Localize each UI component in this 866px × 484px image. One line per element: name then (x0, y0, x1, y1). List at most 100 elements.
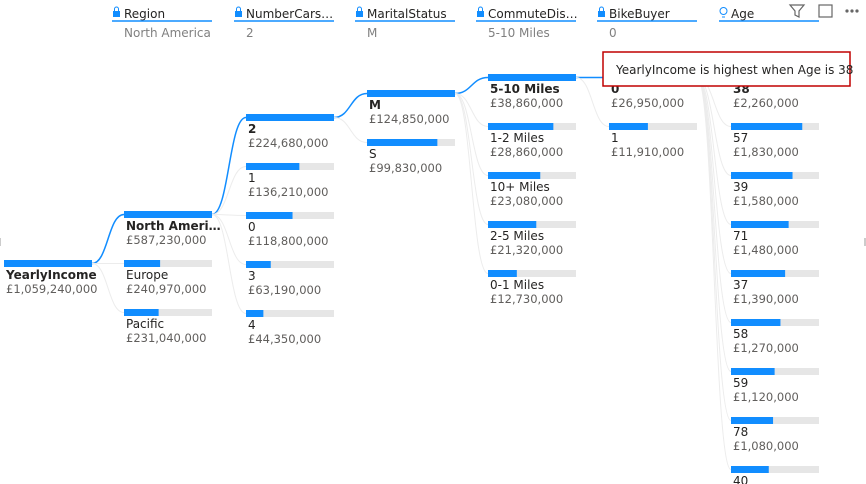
filter-icon[interactable] (788, 4, 806, 18)
node[interactable]: 37£1,390,000 (731, 270, 819, 306)
node-label: M (369, 98, 381, 112)
bar-track (246, 310, 334, 317)
node[interactable]: 39£1,580,000 (731, 172, 819, 208)
bar (731, 417, 774, 424)
node-value: £44,350,000 (248, 332, 321, 346)
more-icon[interactable] (855, 9, 859, 13)
bar (246, 212, 293, 219)
bar-track (488, 270, 576, 277)
lock-icon (598, 11, 605, 17)
lock-icon (477, 11, 484, 17)
more-icon[interactable] (845, 9, 849, 13)
node-label: 37 (733, 278, 748, 292)
level-header[interactable]: Region (124, 7, 165, 21)
bar (246, 114, 334, 121)
bar (367, 90, 455, 97)
nodes: YearlyIncome£1,059,240,000 North Ameri…£5… (4, 74, 819, 484)
node[interactable]: 0£118,800,000 (246, 212, 334, 248)
node[interactable]: 40 (731, 466, 819, 484)
link (91, 263, 125, 313)
link (454, 93, 489, 176)
bar (731, 368, 775, 375)
node-label: North Ameri… (126, 219, 221, 233)
node-label: 71 (733, 229, 748, 243)
node[interactable]: 10+ Miles£23,080,000 (488, 172, 576, 208)
node-value: £99,830,000 (369, 161, 442, 175)
node[interactable]: 1£136,210,000 (246, 163, 334, 199)
level-filter: 5-10 Miles (488, 26, 550, 40)
bar (731, 123, 803, 130)
node[interactable]: 57£1,830,000 (731, 123, 819, 159)
bar (246, 310, 264, 317)
node-value: £38,860,000 (490, 96, 563, 110)
node[interactable]: 1£11,910,000 (609, 123, 697, 159)
level-header[interactable]: BikeBuyer (609, 7, 670, 21)
node-label: 0 (611, 82, 619, 96)
link (696, 77, 732, 323)
node[interactable]: 0-1 Miles£12,730,000 (488, 270, 576, 306)
node-value: £240,970,000 (126, 282, 206, 296)
node[interactable]: 71£1,480,000 (731, 221, 819, 257)
bar-track (731, 368, 819, 375)
node[interactable]: Pacific£231,040,000 (124, 309, 212, 345)
node[interactable]: 78£1,080,000 (731, 417, 819, 453)
bar (488, 221, 537, 228)
node[interactable]: 3£63,190,000 (246, 261, 334, 297)
node-value: £1,270,000 (733, 341, 799, 355)
level-header[interactable]: CommuteDis… (488, 7, 578, 21)
node-label: 0 (248, 220, 256, 234)
level-header[interactable]: Age (731, 7, 754, 21)
node-value: £1,830,000 (733, 145, 799, 159)
node[interactable]: Europe£240,970,000 (124, 260, 212, 296)
bar (488, 123, 554, 130)
link (211, 166, 247, 215)
node[interactable]: 2-5 Miles£21,320,000 (488, 221, 576, 257)
node[interactable]: 5-10 Miles£38,860,000 (488, 74, 576, 110)
lock-icon (113, 11, 120, 17)
bar (246, 163, 300, 170)
link (696, 77, 732, 470)
node-label: 40 (733, 474, 748, 484)
node-label: S (369, 147, 377, 161)
node[interactable]: North Ameri…£587,230,000 (124, 211, 221, 247)
node-label: 1 (611, 131, 619, 145)
bar (246, 261, 271, 268)
node-label: 78 (733, 425, 748, 439)
level-filter: M (367, 26, 377, 40)
node-label: 5-10 Miles (490, 82, 560, 96)
node[interactable]: 2£224,680,000 (246, 114, 334, 150)
node-value: £12,730,000 (490, 292, 563, 306)
node[interactable]: 58£1,270,000 (731, 319, 819, 355)
level-header[interactable]: NumberCars… (246, 7, 333, 21)
bar (488, 74, 576, 81)
lock-icon (235, 11, 242, 17)
lock-icon (599, 6, 604, 11)
level-filter: 0 (609, 26, 617, 40)
link (454, 93, 489, 274)
node-value: £1,390,000 (733, 292, 799, 306)
tooltip-text: YearlyIncome is highest when Age is 38 (615, 63, 853, 77)
node[interactable]: 59£1,120,000 (731, 368, 819, 404)
node[interactable]: 1-2 Miles£28,860,000 (488, 123, 576, 159)
focus-icon[interactable] (818, 4, 833, 18)
link (333, 92, 368, 119)
visual-icons[interactable] (788, 4, 859, 18)
node-value: £28,860,000 (490, 145, 563, 159)
bar (609, 123, 648, 130)
bar-track (731, 417, 819, 424)
node-value: £26,950,000 (611, 96, 684, 110)
node[interactable]: S£99,830,000 (367, 139, 455, 175)
bar-track (124, 309, 212, 316)
node[interactable]: 4£44,350,000 (246, 310, 334, 346)
tooltip: YearlyIncome is highest when Age is 38 (602, 51, 853, 87)
node-value: £1,580,000 (733, 194, 799, 208)
node-value: £587,230,000 (126, 233, 206, 247)
node-value: £11,910,000 (611, 145, 684, 159)
node[interactable]: YearlyIncome£1,059,240,000 (4, 260, 97, 296)
resize-handles (0, 238, 866, 246)
level-header[interactable]: MaritalStatus (367, 7, 447, 21)
node[interactable]: M£124,850,000 (367, 90, 455, 126)
node-label: 57 (733, 131, 748, 145)
more-icon[interactable] (850, 9, 854, 13)
node-value: £21,320,000 (490, 243, 563, 257)
